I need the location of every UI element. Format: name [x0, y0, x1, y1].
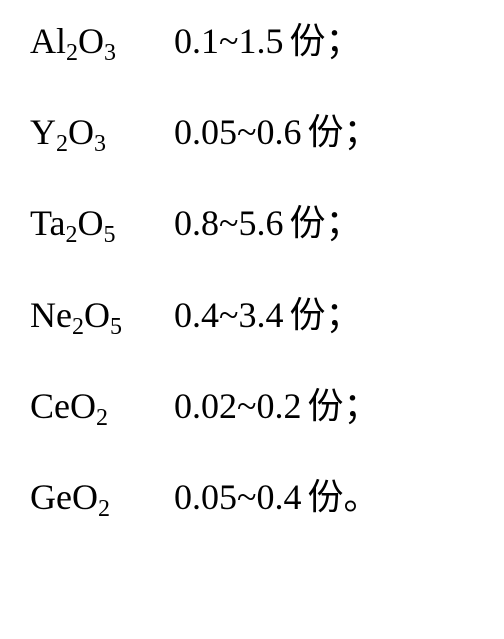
punctuation: ； [326, 20, 362, 63]
punctuation: ； [326, 202, 362, 245]
composition-row: GeO2 0.05~0.4 份。 [30, 476, 474, 519]
chemical-formula: CeO2 [30, 385, 170, 428]
oxygen-symbol: O [78, 20, 104, 63]
punctuation: ； [326, 294, 362, 337]
oxygen-symbol: O [84, 294, 110, 337]
oxygen-symbol: O [70, 385, 96, 428]
punctuation: 。 [344, 476, 380, 519]
oxygen-symbol: O [72, 476, 98, 519]
unit-label: 份 [307, 111, 343, 154]
element-symbol: Ce [30, 385, 70, 428]
element-symbol: Ne [30, 294, 72, 337]
composition-row: Al2O3 0.1~1.5 份； [30, 20, 474, 63]
amount-range: 0.05~0.6 [174, 111, 301, 154]
chemical-formula: GeO2 [30, 476, 170, 519]
composition-row: Ne2O5 0.4~3.4 份； [30, 294, 474, 337]
chemical-formula: Ne2O5 [30, 294, 170, 337]
element-symbol: Al [30, 20, 66, 63]
composition-row: Ta2O5 0.8~5.6 份； [30, 202, 474, 245]
unit-label: 份 [289, 20, 325, 63]
unit-label: 份 [289, 202, 325, 245]
subscript: 5 [110, 313, 122, 342]
unit-label: 份 [307, 385, 343, 428]
subscript: 2 [66, 39, 78, 68]
amount-range: 0.8~5.6 [174, 202, 283, 245]
amount-range: 0.4~3.4 [174, 294, 283, 337]
amount-range: 0.05~0.4 [174, 476, 301, 519]
subscript: 2 [98, 495, 110, 524]
punctuation: ； [344, 111, 380, 154]
element-symbol: Y [30, 111, 56, 154]
chemical-formula: Al2O3 [30, 20, 170, 63]
amount-range: 0.1~1.5 [174, 20, 283, 63]
subscript: 2 [65, 221, 77, 250]
unit-label: 份 [289, 294, 325, 337]
subscript: 3 [94, 130, 106, 159]
oxygen-symbol: O [77, 202, 103, 245]
chemical-formula: Y2O3 [30, 111, 170, 154]
subscript: 2 [56, 130, 68, 159]
element-symbol: Ge [30, 476, 72, 519]
chemical-formula: Ta2O5 [30, 202, 170, 245]
composition-row: Y2O3 0.05~0.6 份； [30, 111, 474, 154]
amount-range: 0.02~0.2 [174, 385, 301, 428]
subscript: 3 [104, 39, 116, 68]
element-symbol: Ta [30, 202, 65, 245]
punctuation: ； [344, 385, 380, 428]
subscript: 2 [96, 404, 108, 433]
subscript: 5 [103, 221, 115, 250]
unit-label: 份 [307, 476, 343, 519]
composition-row: CeO2 0.02~0.2 份； [30, 385, 474, 428]
subscript: 2 [72, 313, 84, 342]
oxygen-symbol: O [68, 111, 94, 154]
